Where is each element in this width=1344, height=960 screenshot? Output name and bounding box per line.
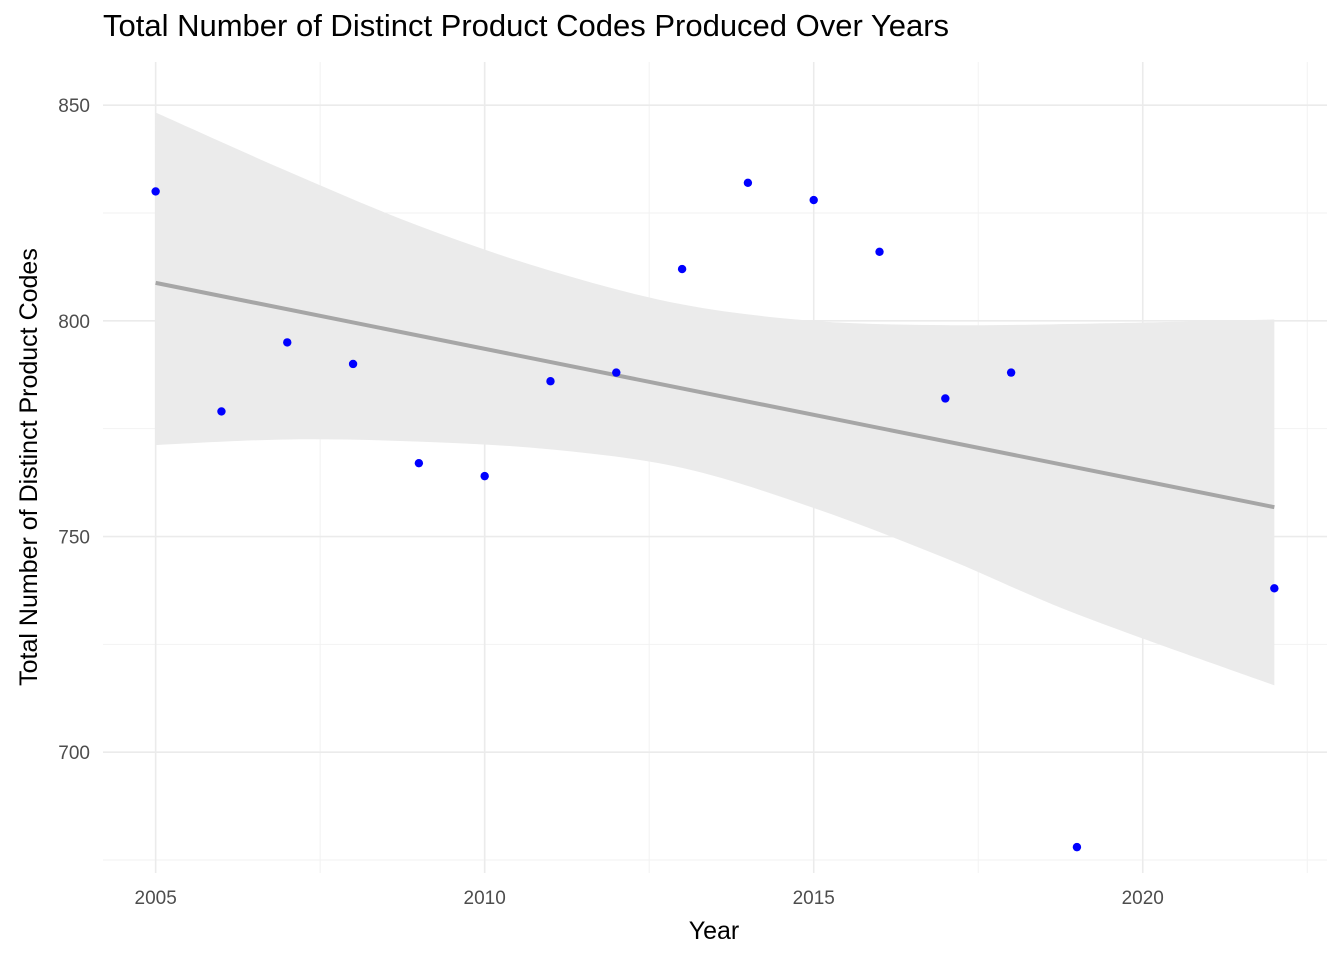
confidence-band (155, 112, 1275, 686)
x-tick-label: 2005 (135, 888, 177, 909)
x-tick-label: 2015 (793, 888, 835, 909)
data-point (941, 394, 950, 403)
data-point (809, 195, 818, 205)
data-point (546, 377, 555, 386)
y-axis-title: Total Number of Distinct Product Codes (15, 248, 43, 686)
x-tick-label: 2020 (1122, 888, 1164, 909)
trend-line (155, 280, 1275, 510)
y-axis-ticks: 700 750 800 850 (58, 96, 90, 764)
data-point (875, 247, 884, 257)
data-point (217, 407, 226, 416)
data-point (743, 178, 753, 187)
data-point (283, 338, 292, 347)
y-tick-label: 700 (58, 743, 90, 764)
data-point (1270, 584, 1279, 593)
data-point (677, 264, 687, 274)
data-point (1072, 842, 1082, 852)
data-point (480, 471, 489, 481)
y-tick-label: 750 (58, 528, 90, 549)
data-point (348, 359, 358, 369)
data-point (151, 187, 160, 196)
data-point (1006, 368, 1016, 377)
chart-title: Total Number of Distinct Product Codes P… (103, 8, 950, 43)
data-points (151, 178, 1279, 852)
y-tick-label: 850 (58, 96, 90, 117)
x-axis-title: Year (689, 917, 740, 945)
y-tick-label: 800 (58, 312, 90, 333)
x-tick-label: 2010 (464, 888, 506, 909)
data-point (612, 368, 621, 377)
data-point (414, 458, 424, 468)
x-axis-ticks: 2005 2010 2015 2020 (135, 888, 1164, 909)
